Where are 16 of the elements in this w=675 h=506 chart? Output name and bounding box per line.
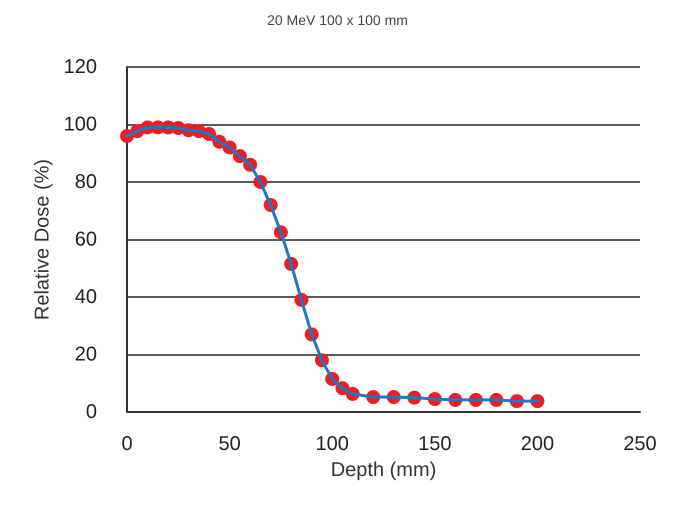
- x-axis-title: Depth (mm): [330, 459, 436, 481]
- y-tick-label: 60: [74, 228, 97, 250]
- x-tick-label: 0: [121, 433, 133, 455]
- x-tick-label: 250: [623, 433, 657, 455]
- x-tick-label: 50: [218, 433, 241, 455]
- y-tick-label: 0: [86, 401, 97, 423]
- y-axis-title: Relative Dose (%): [32, 158, 54, 320]
- x-tick-label: 150: [418, 433, 452, 455]
- y-tick-label: 40: [74, 286, 97, 308]
- y-tick-label: 80: [74, 171, 97, 193]
- chart-title: 20 MeV 100 x 100 mm: [267, 12, 408, 28]
- y-tick-label: 100: [64, 114, 97, 136]
- x-tick-label: 100: [316, 433, 349, 455]
- y-tick-label: 20: [74, 344, 97, 366]
- x-tick-label: 200: [520, 433, 554, 455]
- y-tick-label: 120: [64, 56, 97, 78]
